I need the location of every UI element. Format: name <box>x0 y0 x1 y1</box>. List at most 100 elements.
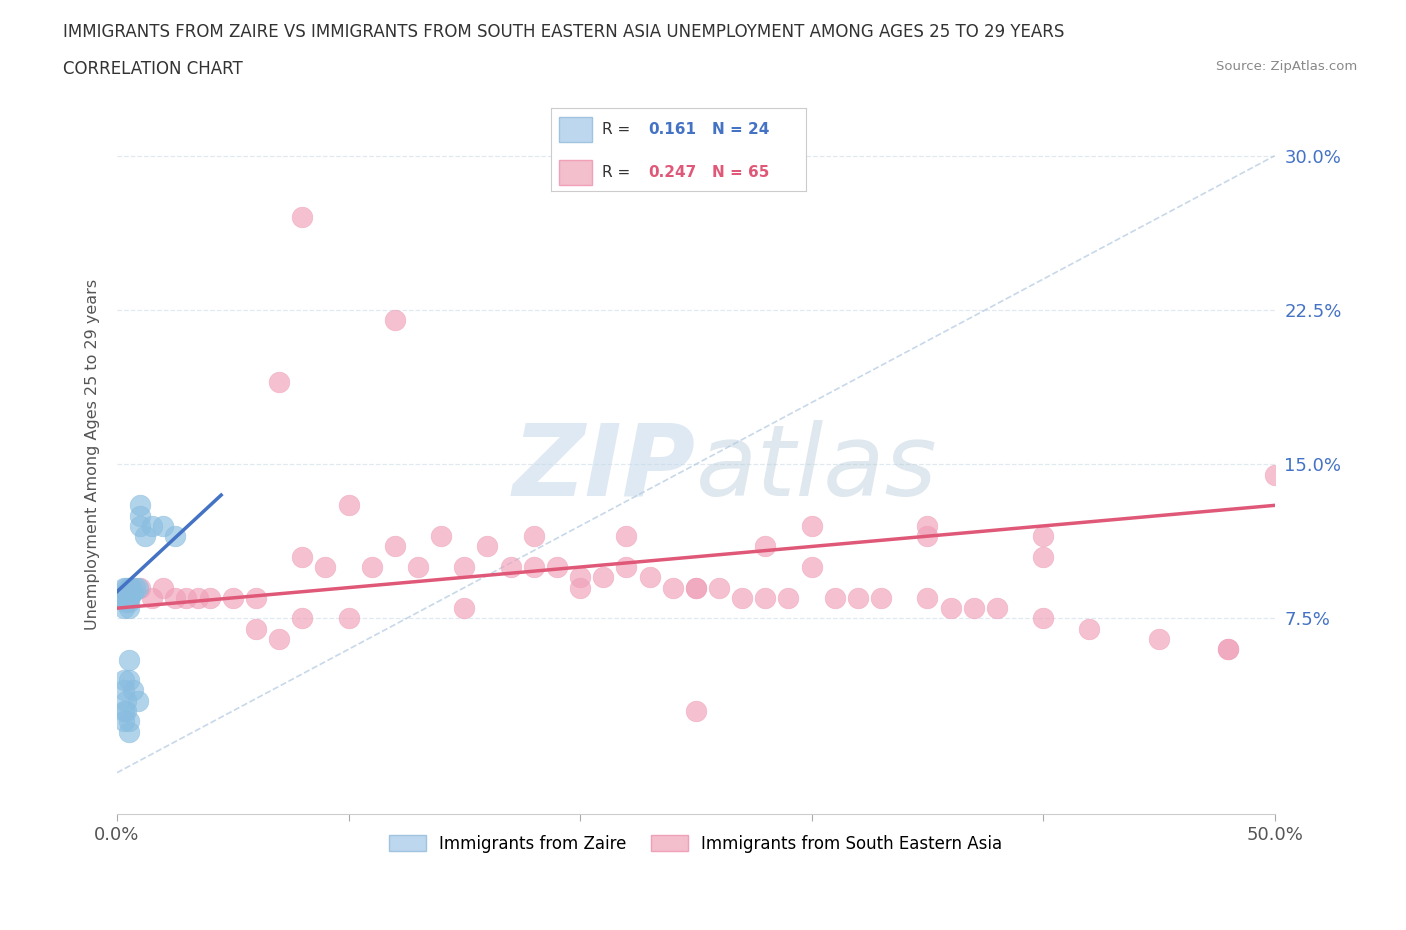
Point <box>112 714 135 729</box>
Point <box>800 519 823 534</box>
Point <box>569 570 592 585</box>
Point <box>117 584 139 599</box>
Point <box>198 591 221 605</box>
Point <box>120 586 142 601</box>
Point <box>115 591 138 605</box>
Point <box>384 312 406 327</box>
Point <box>614 560 637 575</box>
Point <box>115 580 138 595</box>
Point <box>569 580 592 595</box>
Point <box>685 704 707 719</box>
Text: Source: ZipAtlas.com: Source: ZipAtlas.com <box>1216 60 1357 73</box>
Point <box>117 591 139 605</box>
Point <box>778 591 800 605</box>
Point <box>122 584 145 599</box>
Text: atlas: atlas <box>696 419 938 517</box>
Point <box>614 529 637 544</box>
Point <box>112 601 135 616</box>
Point <box>963 601 986 616</box>
Point <box>291 550 314 565</box>
Point <box>685 580 707 595</box>
Point <box>129 498 152 512</box>
Point <box>124 580 146 595</box>
Point <box>499 560 522 575</box>
Point <box>112 683 135 698</box>
Point <box>112 580 135 595</box>
Point <box>152 580 174 595</box>
Point <box>245 621 267 636</box>
Point <box>291 210 314 225</box>
Point <box>754 591 776 605</box>
Point <box>846 591 869 605</box>
Point <box>115 584 138 599</box>
Point <box>115 704 138 719</box>
Point <box>1218 642 1240 657</box>
Point <box>1147 631 1170 646</box>
Text: IMMIGRANTS FROM ZAIRE VS IMMIGRANTS FROM SOUTH EASTERN ASIA UNEMPLOYMENT AMONG A: IMMIGRANTS FROM ZAIRE VS IMMIGRANTS FROM… <box>63 23 1064 41</box>
Point <box>917 519 939 534</box>
Point <box>986 601 1008 616</box>
Y-axis label: Unemployment Among Ages 25 to 29 years: Unemployment Among Ages 25 to 29 years <box>86 278 100 630</box>
Point <box>291 611 314 626</box>
Point <box>1264 467 1286 482</box>
Text: ZIP: ZIP <box>513 419 696 517</box>
Point <box>453 560 475 575</box>
Point <box>129 580 152 595</box>
Point <box>870 591 893 605</box>
Point <box>120 580 142 595</box>
Point <box>141 591 163 605</box>
Point <box>117 672 139 687</box>
Point <box>129 508 152 523</box>
Point <box>337 611 360 626</box>
Point <box>754 539 776 554</box>
Point <box>267 375 290 390</box>
Point <box>187 591 209 605</box>
Point <box>117 601 139 616</box>
Point <box>115 693 138 708</box>
Point <box>115 594 138 609</box>
Point <box>661 580 683 595</box>
Point <box>141 519 163 534</box>
Point <box>638 570 661 585</box>
Point <box>122 683 145 698</box>
Point <box>707 580 730 595</box>
Point <box>117 580 139 595</box>
Point <box>222 591 245 605</box>
Point <box>917 529 939 544</box>
Point <box>453 601 475 616</box>
Point <box>176 591 198 605</box>
Point <box>406 560 429 575</box>
Point <box>117 714 139 729</box>
Point <box>127 580 149 595</box>
Point <box>112 704 135 719</box>
Point <box>245 591 267 605</box>
Point <box>117 652 139 667</box>
Point <box>117 724 139 739</box>
Point <box>337 498 360 512</box>
Point <box>1078 621 1101 636</box>
Point <box>384 539 406 554</box>
Text: CORRELATION CHART: CORRELATION CHART <box>63 60 243 78</box>
Point <box>523 529 546 544</box>
Point <box>127 693 149 708</box>
Point <box>592 570 614 585</box>
Point <box>685 580 707 595</box>
Point <box>800 560 823 575</box>
Point <box>824 591 846 605</box>
Point <box>152 519 174 534</box>
Point <box>546 560 568 575</box>
Point <box>1032 529 1054 544</box>
Point <box>1218 642 1240 657</box>
Point <box>314 560 336 575</box>
Point <box>267 631 290 646</box>
Point <box>1032 611 1054 626</box>
Point <box>163 591 186 605</box>
Point <box>112 591 135 605</box>
Point <box>112 672 135 687</box>
Point <box>117 580 139 595</box>
Point <box>430 529 453 544</box>
Point <box>523 560 546 575</box>
Point <box>129 519 152 534</box>
Point <box>117 594 139 609</box>
Point <box>1032 550 1054 565</box>
